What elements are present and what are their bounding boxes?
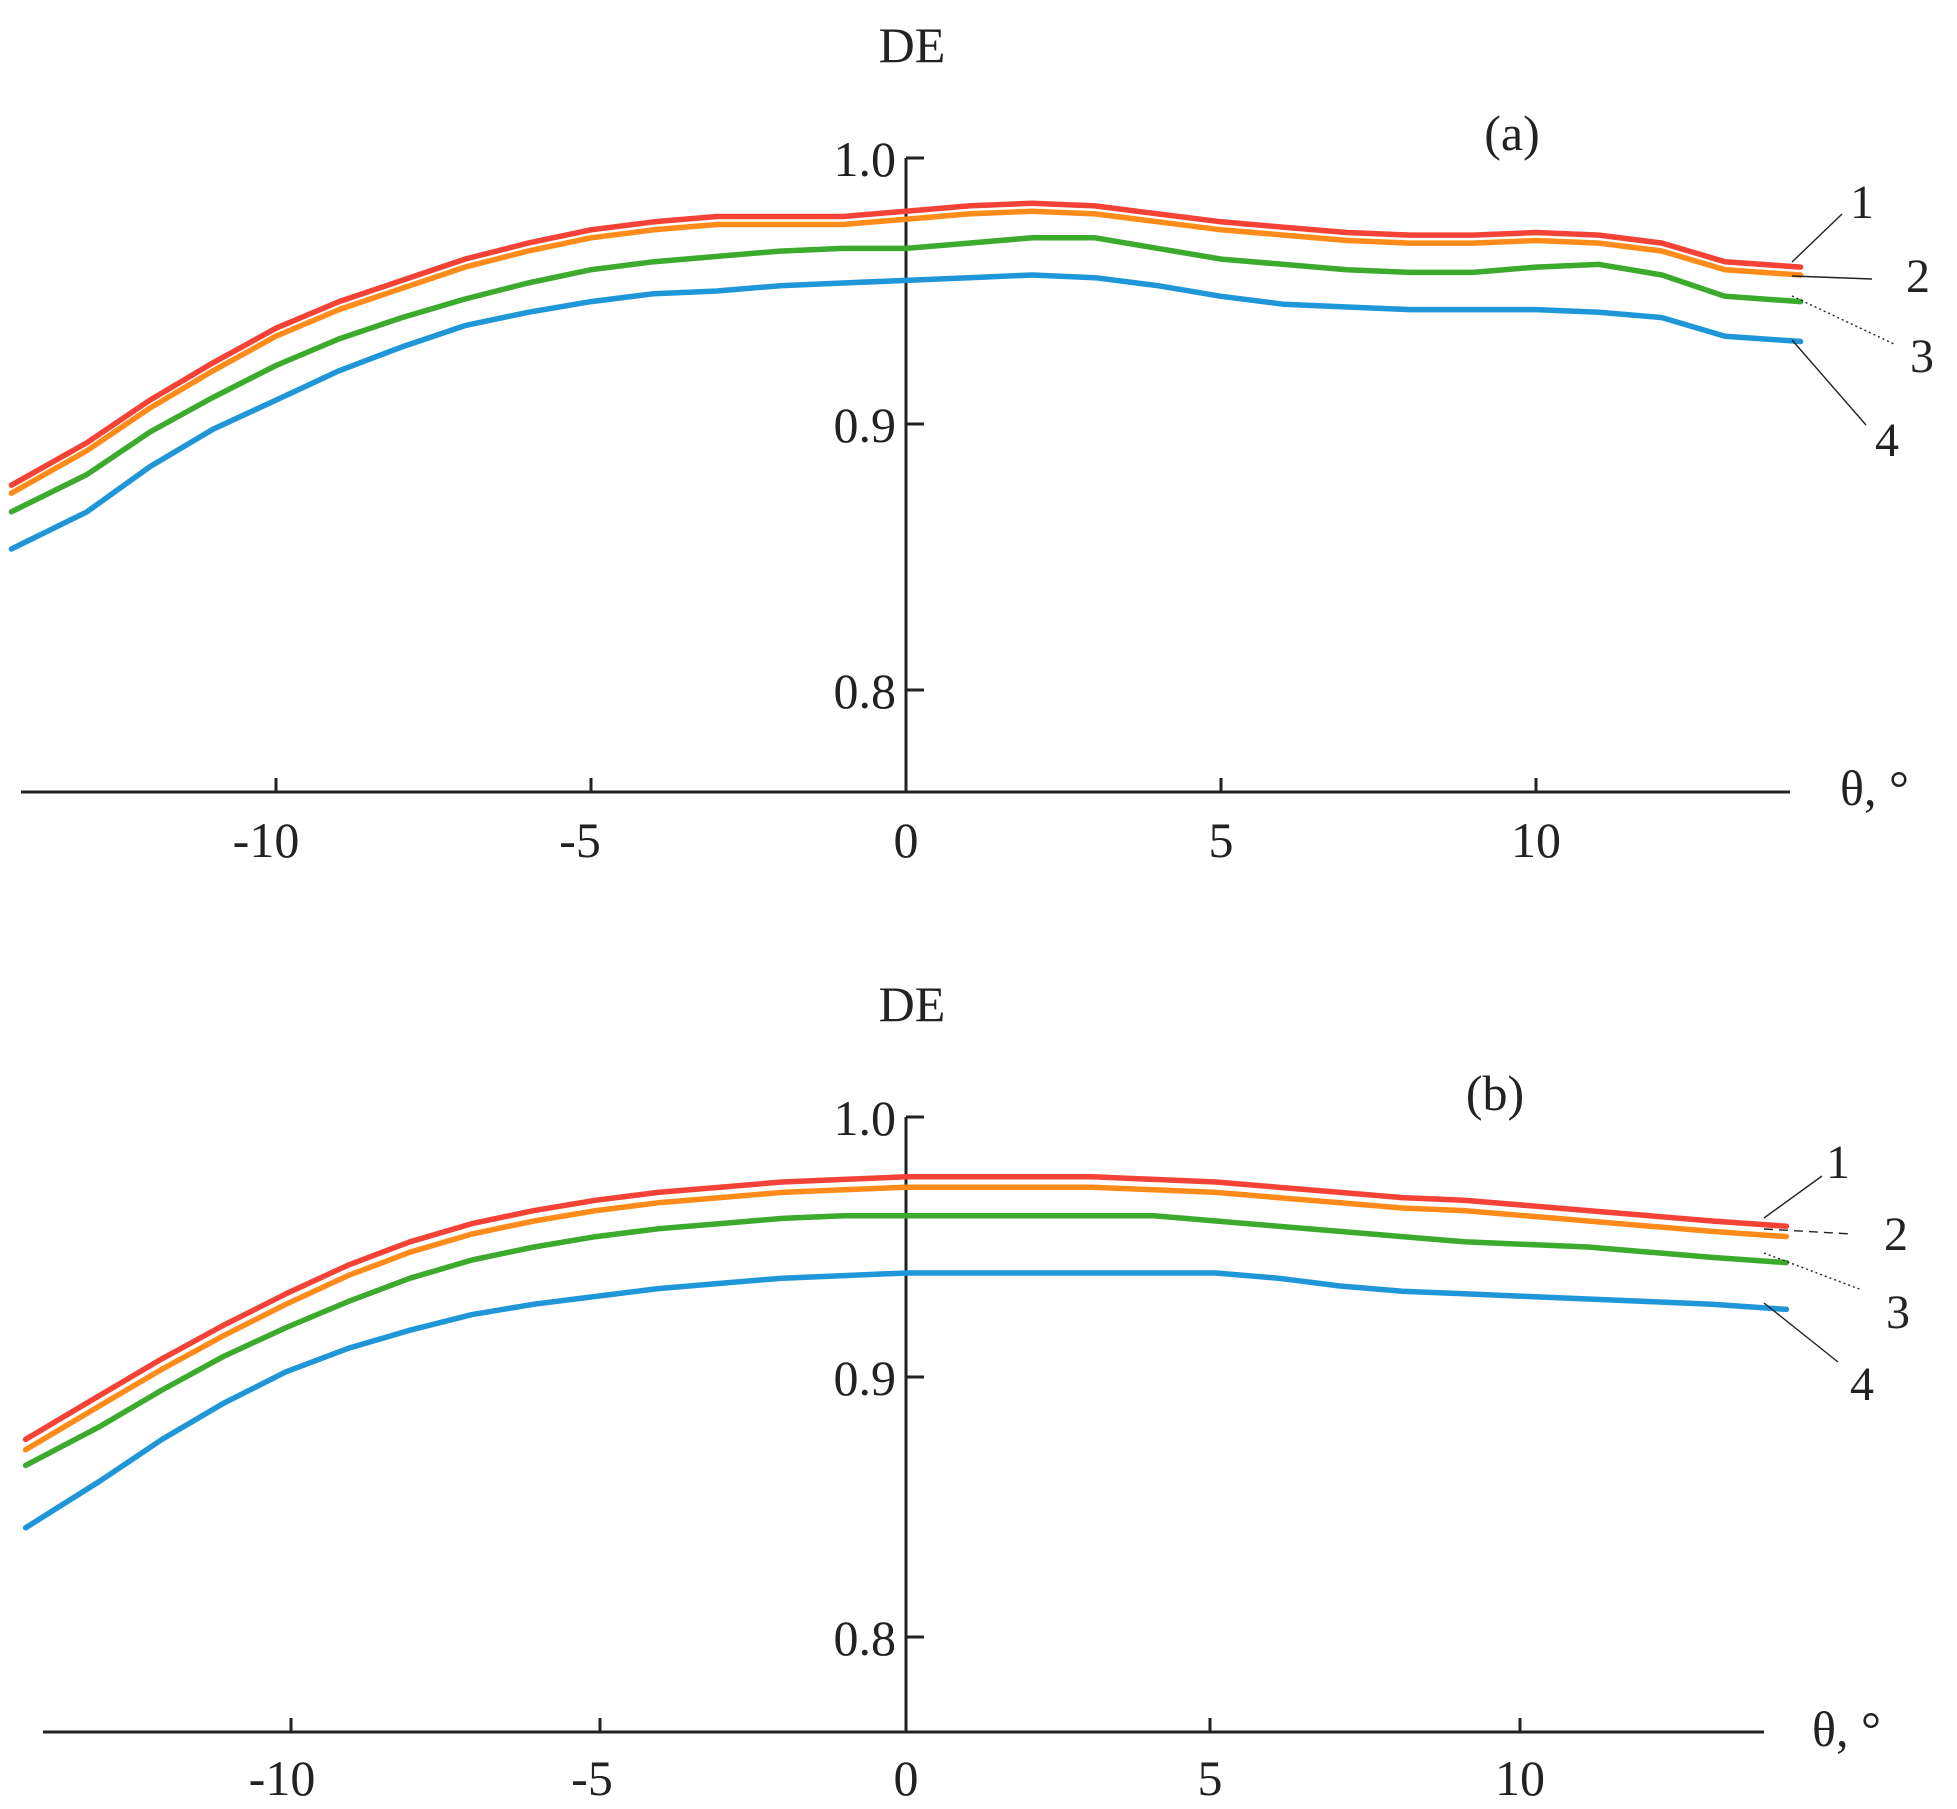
x-tick-label: 5 [1209, 812, 1234, 868]
x-tick-label: -5 [559, 812, 601, 868]
series-line-1 [8, 200, 1804, 488]
series-line-1 [22, 1174, 1790, 1443]
axes [21, 158, 1790, 794]
x-tick-label: 10 [1495, 1750, 1545, 1806]
x-axis-title: θ, ° [1840, 760, 1909, 816]
y-tick-label: 0.8 [834, 1610, 897, 1666]
series-lines [8, 200, 1804, 552]
series-label-2: 2 [1884, 1208, 1908, 1261]
leader-line-4 [1791, 339, 1867, 426]
series-line-2 [22, 1184, 1790, 1453]
y-tick-label: 0.9 [834, 397, 897, 453]
x-tick-label: -10 [249, 1750, 316, 1806]
series-label-4: 4 [1850, 1358, 1874, 1411]
series-line-4 [22, 1270, 1790, 1531]
y-tick-group: 1.0 0.9 0.8 [834, 1090, 924, 1666]
y-axis-title: DE [879, 17, 946, 73]
panel-label: (a) [1484, 105, 1540, 161]
x-axis-title: θ, ° [1812, 1701, 1881, 1757]
series-line-3 [22, 1213, 1790, 1469]
series-label-3: 3 [1910, 330, 1934, 383]
leader-line-1 [1791, 213, 1843, 263]
series-label-2: 2 [1906, 250, 1930, 303]
panel-b: DE (b) θ, ° 1.0 0.9 0.8 -10 -5 0 5 10 [22, 976, 1910, 1806]
x-tick-label: -5 [571, 1750, 613, 1806]
y-tick-label: 0.8 [834, 663, 897, 719]
leader-line-1 [1763, 1175, 1823, 1219]
leader-line-3 [1763, 1252, 1863, 1291]
series-label-group: 1 2 3 4 [1763, 1136, 1910, 1411]
leader-line-3 [1791, 295, 1895, 345]
axes [43, 1117, 1764, 1734]
series-label-group: 1 2 3 4 [1791, 176, 1934, 467]
x-tick-label: 10 [1511, 812, 1561, 868]
series-label-1: 1 [1850, 176, 1874, 229]
panel-label: (b) [1466, 1065, 1524, 1121]
x-tick-label: 0 [894, 1750, 919, 1806]
series-label-3: 3 [1886, 1286, 1910, 1339]
series-label-1: 1 [1826, 1136, 1850, 1189]
leader-line-2 [1791, 275, 1873, 280]
panel-a: DE (a) θ, ° 1.0 0.9 0.8 -10 -5 0 5 10 [8, 17, 1934, 868]
x-tick-group: -10 -5 0 5 10 [249, 1718, 1545, 1806]
series-line-3 [8, 235, 1804, 515]
series-label-4: 4 [1875, 414, 1899, 467]
y-tick-label: 1.0 [834, 131, 897, 187]
x-tick-label: 0 [894, 812, 919, 868]
y-tick-label: 1.0 [834, 1090, 897, 1146]
x-tick-label: 5 [1198, 1750, 1223, 1806]
x-tick-group: -10 -5 0 5 10 [233, 778, 1561, 868]
y-tick-group: 1.0 0.9 0.8 [834, 131, 924, 719]
series-line-2 [8, 208, 1804, 496]
series-lines [22, 1174, 1790, 1531]
y-axis-title: DE [879, 976, 946, 1032]
leader-line-4 [1763, 1302, 1839, 1363]
y-tick-label: 0.9 [834, 1350, 897, 1406]
series-line-4 [8, 272, 1804, 552]
x-tick-label: -10 [233, 812, 300, 868]
